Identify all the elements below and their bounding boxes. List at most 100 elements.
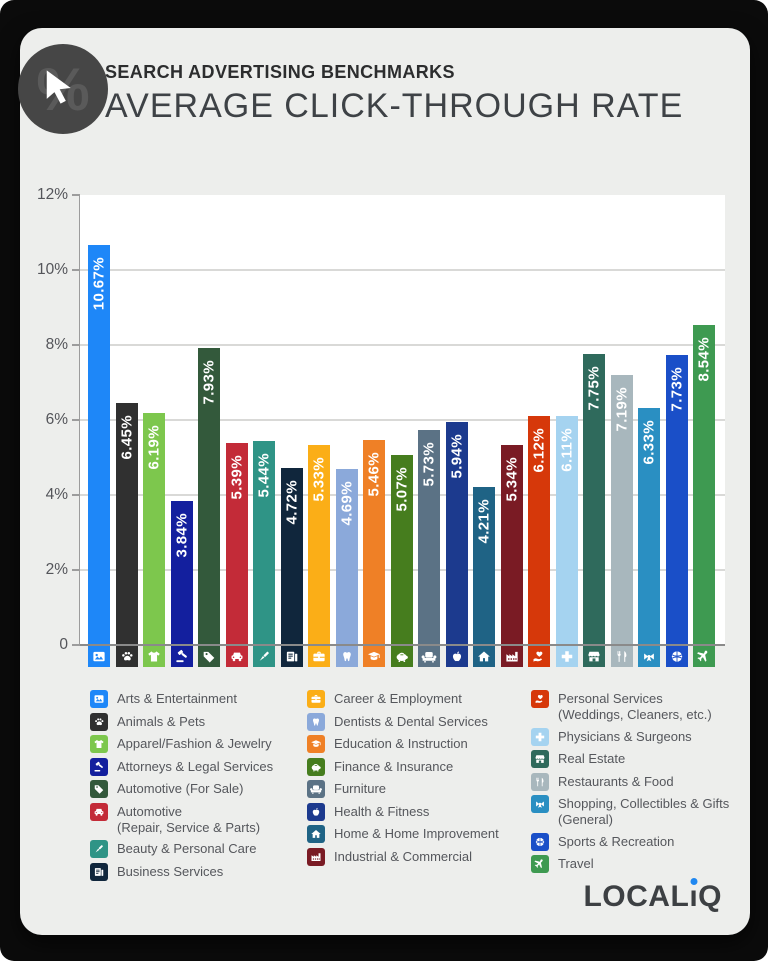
bar-factory: 5.34% [500, 444, 523, 667]
legend-label: Health & Fitness [334, 803, 430, 819]
y-tick-label: 4% [45, 486, 68, 503]
car-icon [231, 652, 242, 662]
armchair-icon [421, 652, 437, 663]
hand-heart-icon [533, 651, 543, 662]
legend-item: Real Estate [531, 750, 746, 768]
graduation-cap-icon [307, 735, 325, 753]
y-gridline [80, 419, 725, 421]
legend-item: Career & Employment [307, 690, 519, 708]
legend-label: Arts & Entertainment [117, 691, 237, 706]
bar-value-label: 10.67% [90, 256, 108, 311]
bar-value-label: 6.11% [558, 427, 575, 472]
cutlery-icon [531, 772, 549, 791]
hand-heart-icon [531, 690, 549, 708]
brush-icon [259, 651, 269, 661]
armchair-icon [307, 780, 325, 798]
armchair-icon [310, 785, 322, 794]
bar-category-icon [339, 649, 354, 664]
logo-part2: Q [698, 880, 722, 913]
price-tag-icon [203, 651, 215, 663]
legend-column-2: Career & Employment Dentists & Dental Ser… [307, 690, 519, 870]
legend-item: Dentists & Dental Services [307, 712, 519, 731]
cutlery-icon [536, 777, 544, 786]
logo-part1: LOCAL [583, 880, 690, 913]
legend-item: Education & Instruction [307, 735, 519, 753]
bar-plane: 8.54% [693, 324, 715, 667]
tshirt-icon [148, 651, 160, 662]
bar-value-label: 4.21% [475, 499, 493, 544]
legend-column-3: Personal Services (Weddings, Cleaners, et… [531, 690, 746, 878]
apple-icon [312, 807, 320, 816]
documents-icon [286, 651, 297, 662]
bar-value-label: 5.44% [255, 453, 273, 498]
tooth-icon [312, 717, 320, 726]
bar-price-tag: 7.93% [198, 347, 220, 667]
hand-heart-icon [535, 695, 543, 704]
documents-icon [94, 867, 104, 876]
legend-item: Industrial & Commercial [307, 847, 519, 866]
bar-tooth: 4.69% [335, 469, 358, 667]
legend-item: Shopping, Collectibles & Gifts (General) [531, 795, 746, 828]
legend-item: Physicians & Surgeons [531, 727, 746, 746]
storefront-icon [535, 755, 545, 763]
picture-icon [93, 651, 105, 662]
bar-category-icon [147, 649, 162, 664]
y-tick-label: 10% [36, 261, 68, 278]
bar-documents: 4.72% [280, 468, 303, 667]
y-axis-tick [72, 194, 80, 196]
house-icon [478, 651, 490, 662]
bar-value-label: 4.69% [338, 481, 355, 526]
logo-letter-i: ı [689, 878, 699, 913]
medical-cross-icon [531, 727, 549, 746]
legend-label: Shopping, Collectibles & Gifts (General) [558, 796, 730, 827]
plot-area: 12% 10% 8% 6% 4% 2% 0 10.67% 6.45% 6.19% 3.84% 7.93… [37, 186, 725, 667]
bar-category-icon [284, 649, 299, 664]
bar-brush: 5.44% [253, 441, 275, 667]
bar-category-icon [697, 649, 712, 664]
bar-value-label: 7.93% [200, 359, 218, 405]
documents-icon [90, 862, 108, 881]
ball-icon [671, 651, 682, 662]
y-axis-tick [72, 494, 80, 496]
bar-category-icon [174, 649, 189, 664]
legend-label: Restaurants & Food [558, 773, 674, 789]
tshirt-icon [94, 739, 104, 748]
bar-category-icon [229, 649, 244, 664]
bar-category-icon [449, 649, 464, 664]
bar-hand-heart: 6.12% [528, 415, 550, 667]
legend-label: Home & Home Improvement [334, 826, 499, 841]
graduation-cap-icon [368, 651, 380, 661]
plane-icon [531, 855, 549, 873]
y-axis-tick [72, 344, 80, 346]
gift-bow-icon [536, 801, 544, 808]
picture-icon [94, 695, 104, 703]
legend-column-1: Arts & Entertainment Animals & Pets Appare… [90, 690, 295, 885]
y-gridline [80, 269, 725, 271]
legend-label: Industrial & Commercial [334, 848, 472, 864]
legend-label: Attorneys & Legal Services [117, 758, 274, 774]
page-title: AVERAGE CLICK-THROUGH RATE [105, 87, 684, 125]
house-icon [307, 825, 325, 843]
price-tag-icon [90, 780, 108, 798]
gavel-icon [175, 649, 187, 663]
bar-category-icon [202, 649, 217, 664]
legend-item: Restaurants & Food [531, 772, 746, 791]
legend-item: Apparel/Fashion & Jewelry [90, 735, 295, 753]
picture-icon [90, 690, 108, 708]
infographic-card: % SEARCH ADVERTISING BENCHMARKS AVERAGE … [18, 28, 750, 935]
bar-category-icon [669, 649, 684, 664]
brush-icon [95, 845, 103, 853]
ball-icon [531, 832, 549, 851]
apple-icon [452, 651, 461, 662]
bar-value-label: 5.39% [228, 454, 245, 500]
legend-item: Arts & Entertainment [90, 690, 295, 708]
medical-cross-icon [535, 732, 545, 741]
legend-label: Physicians & Surgeons [558, 728, 692, 744]
paw-icon [95, 717, 104, 725]
piggy-bank-icon [396, 652, 408, 662]
bar-piggy-bank: 5.07% [390, 454, 413, 667]
bar-category-icon [92, 649, 107, 664]
percent-glyph: % [36, 55, 90, 123]
legend-label: Real Estate [558, 751, 626, 766]
briefcase-icon [307, 690, 325, 708]
